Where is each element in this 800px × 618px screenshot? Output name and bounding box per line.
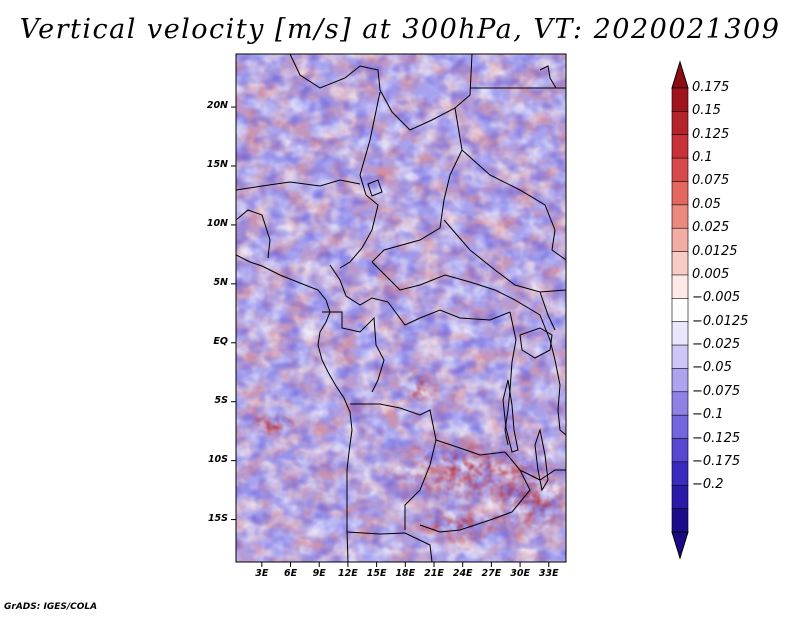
colorbar-segment (671, 204, 689, 230)
lon-tick-label: 24E (452, 568, 473, 579)
border-gabon-congo (322, 311, 385, 393)
noise-strong-ascent (236, 54, 566, 562)
lat-tick-label: 15S (207, 512, 228, 524)
colorbar-label: 0.15 (692, 103, 721, 119)
border-south-sudan (443, 219, 566, 293)
lon-tick-label: 12E (338, 568, 358, 579)
colorbar-segment (671, 227, 689, 253)
border-uganda-kenya (539, 291, 556, 331)
lat-tick-label: 20N (206, 100, 228, 112)
border-angola-drc (350, 403, 437, 530)
colorbar-label: −0.05 (692, 360, 732, 376)
colorbar-label: −0.025 (692, 337, 741, 353)
chart-title: Vertical velocity [m/s] at 300hPa, VT: 2… (19, 14, 781, 45)
colorbar-label: −0.125 (692, 430, 741, 446)
colorbar-label: 0.1 (692, 150, 713, 166)
colorbar-label: 0.175 (692, 80, 730, 95)
lon-tick-label: 18E (395, 568, 416, 579)
colorbar-label: 0.125 (692, 126, 730, 142)
lat-tick-label: 5N (213, 276, 228, 288)
longitude-ticks (261, 562, 550, 567)
colorbar-label: −0.005 (692, 290, 741, 306)
colorbar-label: −0.0125 (692, 313, 749, 329)
lat-tick-label: EQ (213, 335, 228, 347)
lon-tick-label: 27E (481, 568, 502, 579)
lat-tick-label: 10S (207, 453, 228, 465)
colorbar-segment (671, 251, 689, 276)
colorbar-segment (671, 438, 689, 463)
border-chad-sudan (371, 107, 463, 263)
colorbar-label: −0.075 (692, 383, 741, 399)
border-sudan-east (461, 149, 566, 261)
colorbar-segment (671, 181, 689, 206)
lon-tick-label: 33E (538, 568, 559, 579)
colorbar (671, 60, 689, 560)
red-sea-coast (539, 65, 557, 89)
border-drc-north (387, 301, 511, 326)
latitude-ticks (231, 106, 236, 521)
colorbar-segment (671, 87, 689, 113)
country-borders (236, 54, 566, 562)
border-zambia (419, 439, 531, 533)
lake-malawi (534, 428, 549, 492)
colorbar-label: 0.05 (692, 196, 721, 212)
colorbar-label: −0.175 (692, 453, 741, 469)
lat-tick-label: 10N (206, 217, 228, 229)
colorbar-segment (671, 344, 689, 370)
colorbar-label: 0.025 (692, 220, 730, 236)
velocity-map (236, 54, 566, 562)
lon-tick-label: 6E (283, 568, 298, 579)
colorbar-label: 0.0125 (692, 243, 738, 259)
credit-label: GrADS: IGES/COLA (4, 602, 98, 612)
border-nigeria (236, 209, 271, 259)
colorbar-label: −0.2 (692, 477, 724, 493)
lon-tick-label: 3E (255, 568, 269, 579)
colorbar-segment (671, 414, 689, 440)
colorbar-segment (671, 321, 689, 346)
lake-victoria (519, 327, 553, 359)
colorbar-segment (671, 484, 689, 510)
colorbar-segment (671, 134, 689, 159)
colorbar-segment (671, 111, 689, 136)
colorbar-segment (671, 368, 689, 393)
colorbar-segment (671, 298, 689, 323)
border-car (371, 261, 516, 301)
lat-tick-label: 5S (214, 394, 228, 406)
colorbar-segment (671, 157, 689, 183)
border-sahel (236, 179, 361, 191)
lon-tick-label: 9E (312, 568, 326, 579)
border-cameroon (329, 264, 389, 306)
border-tanzania (514, 299, 566, 436)
lon-tick-label: 30E (510, 568, 530, 579)
map-frame (235, 53, 567, 563)
border-namibia (346, 531, 433, 562)
lon-tick-label: 15E (366, 568, 387, 579)
colorbar-segment (671, 461, 689, 487)
coastline-west (236, 254, 353, 562)
colorbar-label: −0.1 (692, 407, 724, 423)
lon-tick-label: 21E (424, 568, 444, 579)
colorbar-bottom-arrow (671, 531, 689, 560)
colorbar-segment (671, 508, 689, 533)
colorbar-segment (671, 391, 689, 416)
colorbar-segment (671, 274, 689, 300)
border-chad-west (339, 91, 381, 269)
lake-chad (367, 179, 383, 197)
colorbar-top-arrow (671, 60, 689, 89)
colorbar-label: 0.075 (692, 173, 730, 189)
colorbar-label: 0.005 (692, 266, 730, 282)
lat-tick-label: 15N (206, 158, 228, 170)
lake-tanganyika (502, 379, 519, 453)
